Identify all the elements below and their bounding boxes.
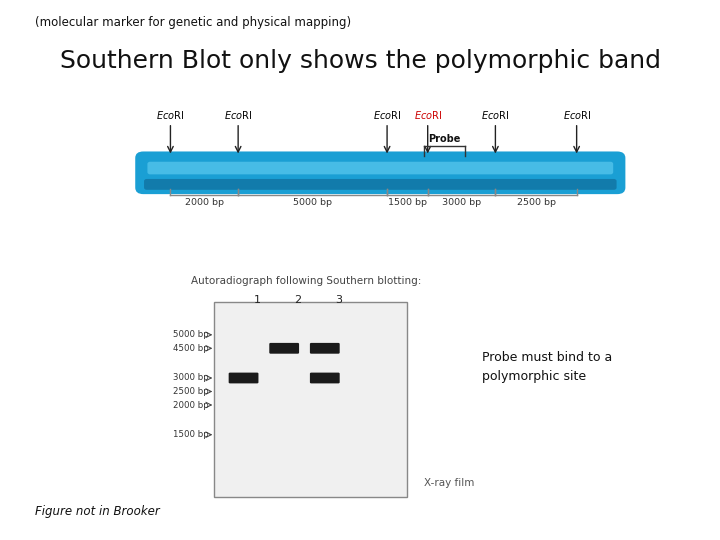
Text: 2: 2 (294, 295, 301, 305)
FancyBboxPatch shape (148, 162, 613, 174)
FancyBboxPatch shape (310, 343, 340, 354)
Text: Probe must bind to a
polymorphic site: Probe must bind to a polymorphic site (482, 351, 612, 383)
Text: 1500 bp: 1500 bp (388, 198, 427, 207)
FancyBboxPatch shape (269, 343, 299, 354)
Text: 2000 bp: 2000 bp (173, 401, 208, 409)
Text: 2500 bp: 2500 bp (516, 198, 556, 207)
Text: $\it{Eco}$RI: $\it{Eco}$RI (373, 109, 401, 120)
Text: Autoradiograph following Southern blotting:: Autoradiograph following Southern blotti… (191, 276, 421, 286)
FancyBboxPatch shape (310, 373, 340, 383)
Text: 1500 bp: 1500 bp (173, 430, 208, 439)
Text: $\it{Eco}$RI: $\it{Eco}$RI (562, 109, 590, 120)
Text: 3000 bp: 3000 bp (173, 374, 208, 382)
Text: 3000 bp: 3000 bp (442, 198, 481, 207)
Text: Figure not in Brooker: Figure not in Brooker (35, 505, 160, 518)
Bar (215, 302, 408, 497)
Text: $\it{Eco}$RI: $\it{Eco}$RI (156, 109, 184, 120)
FancyBboxPatch shape (229, 373, 258, 383)
FancyBboxPatch shape (144, 179, 616, 190)
FancyBboxPatch shape (135, 151, 626, 194)
Text: 5000 bp: 5000 bp (173, 330, 208, 339)
Text: $\it{Eco}$RI: $\it{Eco}$RI (224, 109, 252, 120)
Text: 2500 bp: 2500 bp (173, 387, 208, 396)
Text: 2000 bp: 2000 bp (185, 198, 224, 207)
Text: X-ray film: X-ray film (424, 478, 474, 488)
Text: Southern Blot only shows the polymorphic band: Southern Blot only shows the polymorphic… (60, 49, 660, 72)
Text: $\it{Eco}$RI: $\it{Eco}$RI (413, 109, 442, 120)
Text: 5000 bp: 5000 bp (293, 198, 332, 207)
Text: 4500 bp: 4500 bp (173, 344, 208, 353)
Text: (molecular marker for genetic and physical mapping): (molecular marker for genetic and physic… (35, 16, 351, 29)
Text: 1: 1 (253, 295, 261, 305)
Text: $\it{Eco}$RI: $\it{Eco}$RI (481, 109, 510, 120)
Text: 3: 3 (335, 295, 342, 305)
Text: Probe: Probe (428, 134, 461, 144)
